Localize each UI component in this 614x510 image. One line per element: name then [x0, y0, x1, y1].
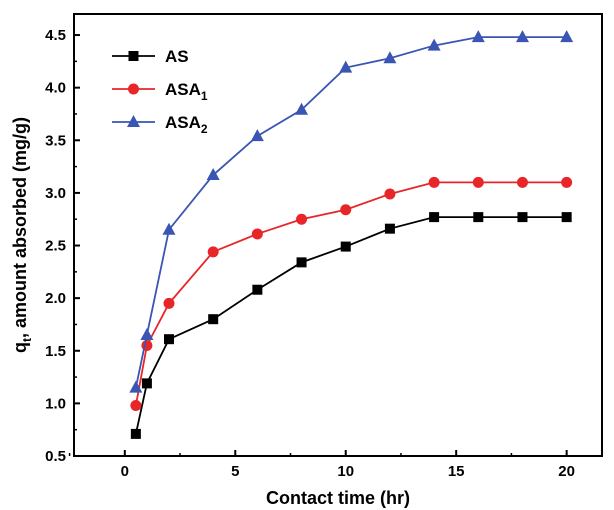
- data-point: [252, 284, 263, 295]
- legend-marker: [128, 83, 139, 95]
- legend-label: AS: [165, 47, 189, 66]
- data-point: [295, 102, 309, 115]
- data-point: [340, 241, 351, 252]
- y-tick-label: 2.5: [45, 238, 66, 255]
- x-tick-label: 10: [337, 463, 354, 480]
- y-tick-label: 2.0: [45, 290, 66, 307]
- data-point: [384, 188, 396, 200]
- y-tick-label: 1.0: [45, 395, 66, 412]
- y-tick-label: 4.0: [45, 80, 66, 97]
- series-AS: [130, 212, 572, 439]
- x-tick-label: 20: [558, 463, 575, 480]
- data-point: [516, 176, 528, 188]
- data-point: [473, 212, 484, 223]
- data-point: [428, 176, 440, 188]
- y-tick-label: 0.5: [45, 448, 66, 465]
- data-point: [560, 30, 574, 43]
- legend-item: ASA1: [112, 80, 208, 103]
- data-point: [206, 168, 220, 181]
- y-tick-label: 1.5: [45, 343, 66, 360]
- data-point: [207, 246, 219, 258]
- data-point: [208, 314, 219, 325]
- x-tick-label: 5: [231, 463, 239, 480]
- data-point: [296, 213, 308, 225]
- data-point: [141, 378, 152, 389]
- y-axis-title-subscript: t: [20, 338, 34, 342]
- series-layer: [129, 30, 574, 439]
- data-point: [517, 212, 528, 223]
- y-tick-label: 3.5: [45, 132, 66, 149]
- x-axis-title: Contact time (hr): [266, 488, 410, 508]
- x-tick-label: 0: [121, 463, 129, 480]
- data-point: [561, 176, 573, 188]
- x-tick-label: 15: [448, 463, 465, 480]
- data-point: [383, 51, 397, 64]
- y-axis-ticks: 0.5 1.0 1.5 2.0 2.5 3.0 3.5 4.0 4.5: [45, 27, 80, 465]
- data-point: [471, 30, 485, 43]
- data-point: [472, 176, 484, 188]
- data-point: [163, 334, 174, 345]
- legend-item: AS: [112, 47, 189, 66]
- data-point: [561, 212, 572, 223]
- y-axis-title-base: q: [10, 342, 30, 353]
- data-point: [250, 129, 264, 142]
- legend-label: ASA2: [165, 113, 208, 136]
- plot-frame: [73, 13, 603, 457]
- data-point: [296, 257, 307, 268]
- data-point: [130, 399, 142, 411]
- legend-item: ASA2: [112, 113, 208, 136]
- data-point: [130, 428, 141, 439]
- data-point: [515, 30, 529, 43]
- legend: AS ASA1 ASA2: [112, 47, 208, 136]
- legend-marker: [127, 115, 140, 127]
- data-point: [129, 380, 143, 393]
- data-point: [384, 223, 395, 234]
- data-point: [429, 212, 440, 223]
- data-point: [163, 297, 175, 309]
- y-axis-title: qt, amount absorbed (mg/g): [10, 117, 34, 353]
- series-line: [134, 36, 567, 388]
- data-point: [251, 228, 263, 240]
- y-tick-label: 3.0: [45, 185, 66, 202]
- legend-label: ASA1: [165, 80, 208, 103]
- data-point: [427, 38, 441, 51]
- data-point: [162, 222, 176, 235]
- data-point: [340, 204, 352, 216]
- data-point: [339, 60, 353, 73]
- data-point: [140, 327, 154, 340]
- legend-marker: [128, 51, 139, 61]
- y-tick-label: 4.5: [45, 27, 66, 44]
- y-axis-title-rest: , amount absorbed (mg/g): [10, 117, 30, 338]
- series-ASA1: [130, 176, 573, 411]
- series-line: [134, 181, 567, 406]
- series-ASA2: [129, 30, 574, 393]
- x-axis-ticks: 0 5 10 15 20: [68, 450, 575, 480]
- series-line: [134, 216, 567, 435]
